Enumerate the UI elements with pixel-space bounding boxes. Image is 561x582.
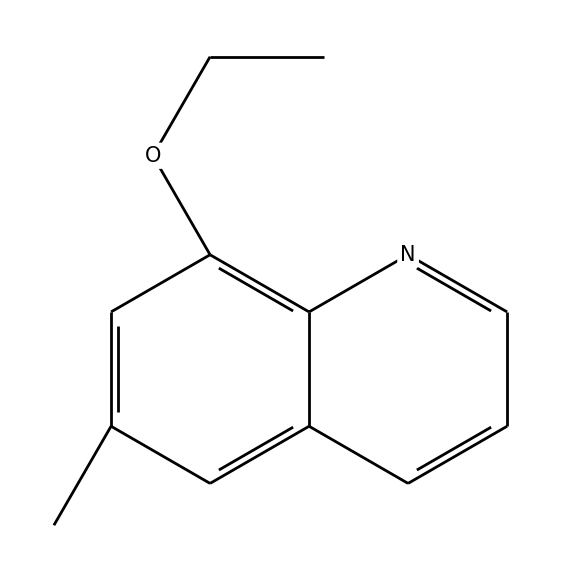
Text: N: N (401, 245, 416, 265)
Text: O: O (145, 146, 161, 166)
